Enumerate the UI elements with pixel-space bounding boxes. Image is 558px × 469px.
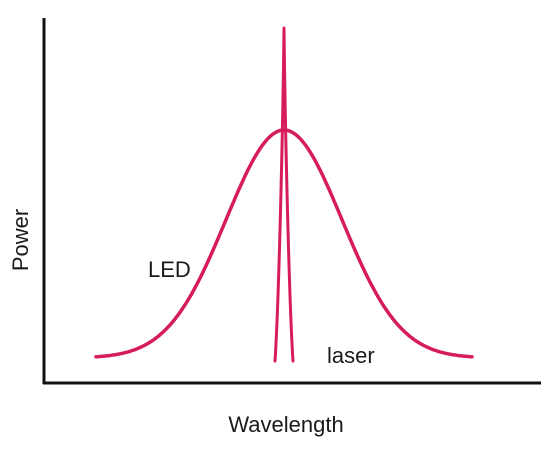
- led-spectrum-line: [94, 128, 474, 359]
- led-label: LED: [148, 257, 191, 282]
- y-axis-label: Power: [8, 209, 33, 271]
- laser-label: laser: [327, 343, 375, 368]
- laser-spectrum-line: [273, 26, 295, 363]
- x-axis-label: Wavelength: [228, 412, 343, 437]
